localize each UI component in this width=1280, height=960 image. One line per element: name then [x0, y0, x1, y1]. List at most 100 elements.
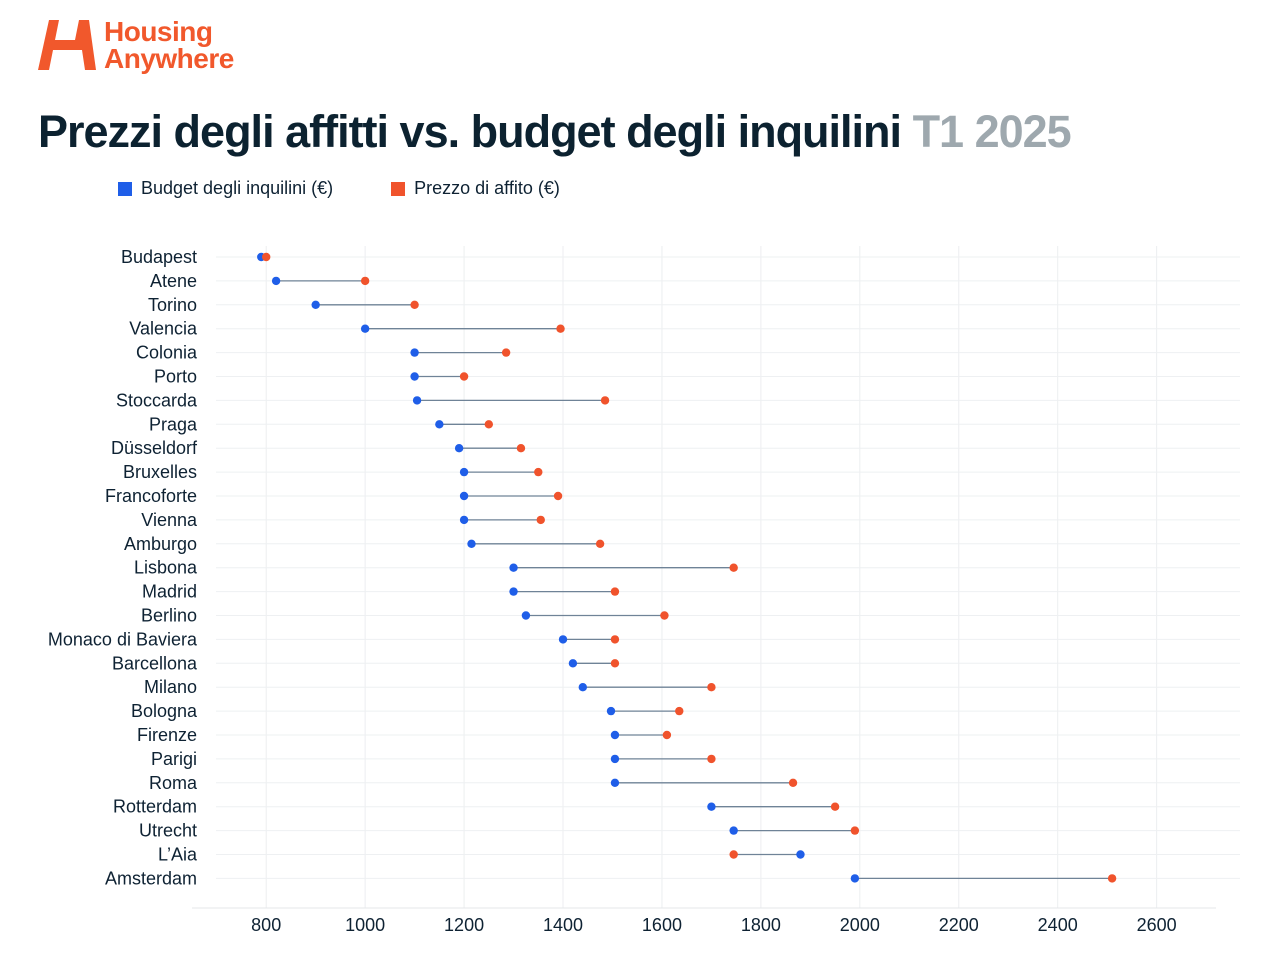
y-category-label: Vienna	[141, 510, 198, 530]
budget-point	[412, 396, 422, 405]
budget-point	[459, 515, 469, 525]
price-point	[660, 611, 669, 620]
price-point	[600, 396, 610, 405]
price-point	[360, 276, 370, 286]
y-category-label: Düsseldorf	[111, 438, 198, 458]
price-point	[516, 444, 526, 453]
price-point	[707, 683, 716, 692]
legend-item-budget: Budget degli inquilini (€)	[118, 178, 333, 199]
y-category-label: Amburgo	[124, 534, 197, 554]
brand-line-1: Housing	[104, 16, 213, 47]
y-category-label: Roma	[149, 773, 198, 793]
budget-point	[729, 826, 738, 835]
y-category-label: Firenze	[137, 725, 197, 745]
y-category-label: Monaco di Baviera	[48, 629, 198, 649]
legend-swatch-price	[391, 181, 406, 196]
legend-item-price: Prezzo di affito (€)	[391, 178, 560, 199]
budget-point	[707, 802, 716, 811]
price-point	[675, 706, 684, 716]
chart-legend: Budget degli inquilini (€) Prezzo di aff…	[118, 178, 560, 199]
y-category-label: Bruxelles	[123, 462, 197, 482]
x-tick-label: 1600	[642, 915, 682, 935]
y-category-label: Stoccarda	[116, 390, 198, 410]
y-category-label: Praga	[149, 414, 198, 434]
price-point	[536, 515, 545, 525]
brand-logo: Housing Anywhere	[38, 16, 234, 74]
brand-name: Housing Anywhere	[104, 16, 234, 74]
y-category-label: Bologna	[131, 701, 198, 721]
x-tick-label: 2000	[840, 915, 880, 935]
price-point	[729, 850, 738, 859]
legend-label-budget: Budget degli inquilini (€)	[141, 178, 334, 198]
x-tick-label: 1800	[741, 915, 781, 935]
y-category-label: Barcellona	[112, 653, 198, 673]
legend-swatch-budget	[118, 181, 132, 196]
page-title: Prezzi degli affitti vs. budget degli in…	[38, 106, 1072, 158]
budget-point	[459, 491, 469, 501]
budget-point	[271, 276, 281, 286]
y-category-label: Atene	[150, 271, 197, 291]
budget-point	[558, 635, 568, 644]
price-point	[707, 754, 716, 764]
price-point	[553, 491, 563, 501]
x-tick-label: 2200	[939, 915, 979, 935]
y-category-label: Rotterdam	[113, 797, 197, 817]
housing-anywhere-logo-icon	[38, 20, 96, 70]
y-category-label: Porto	[154, 367, 197, 387]
budget-point	[360, 324, 370, 333]
x-tick-label: 2400	[1038, 915, 1078, 935]
price-point	[610, 635, 620, 644]
x-tick-label: 2600	[1137, 915, 1177, 935]
budget-point	[435, 420, 444, 429]
y-category-label: Lisbona	[134, 558, 198, 578]
price-point	[729, 563, 738, 572]
price-point	[459, 372, 469, 381]
y-category-label: Amsterdam	[105, 868, 197, 888]
price-point	[610, 659, 620, 668]
budget-point	[610, 778, 620, 787]
price-point	[556, 324, 565, 333]
budget-point	[459, 467, 469, 477]
budget-point	[568, 659, 578, 668]
brand-line-2: Anywhere	[104, 43, 234, 74]
price-point	[534, 467, 543, 477]
y-category-label: Francoforte	[105, 486, 197, 506]
budget-point	[521, 611, 531, 620]
y-category-label: Budapest	[121, 247, 197, 267]
x-tick-label: 1400	[543, 915, 583, 935]
price-point	[595, 539, 605, 548]
price-point	[501, 348, 511, 357]
title-period: T1 2025	[912, 106, 1072, 157]
y-category-label: Torino	[148, 295, 197, 315]
budget-point	[311, 300, 320, 309]
budget-point	[578, 683, 588, 692]
budget-point	[796, 850, 805, 859]
x-tick-label: 800	[251, 915, 281, 935]
price-point	[610, 587, 620, 596]
budget-point	[509, 563, 518, 572]
legend-label-price: Prezzo di affito (€)	[414, 178, 560, 198]
title-text: Prezzi degli affitti vs. budget degli in…	[38, 106, 902, 157]
price-point	[410, 300, 419, 309]
budget-point	[850, 874, 860, 883]
price-point	[262, 252, 271, 262]
price-point	[850, 826, 860, 835]
y-category-label: Berlino	[141, 606, 197, 626]
y-category-label: Utrecht	[139, 821, 197, 841]
budget-point	[467, 539, 476, 548]
price-point	[662, 730, 672, 740]
budget-point	[410, 372, 419, 381]
x-tick-label: 1200	[444, 915, 484, 935]
y-category-label: Milano	[144, 677, 197, 697]
budget-point	[410, 348, 419, 357]
budget-point	[610, 754, 620, 764]
budget-point	[454, 444, 464, 453]
y-category-label: Colonia	[136, 343, 198, 363]
budget-point	[509, 587, 518, 596]
price-point	[788, 778, 798, 787]
budget-point	[606, 706, 616, 716]
price-point	[484, 420, 494, 429]
y-category-label: Valencia	[129, 319, 198, 339]
y-category-label: Madrid	[142, 582, 197, 602]
